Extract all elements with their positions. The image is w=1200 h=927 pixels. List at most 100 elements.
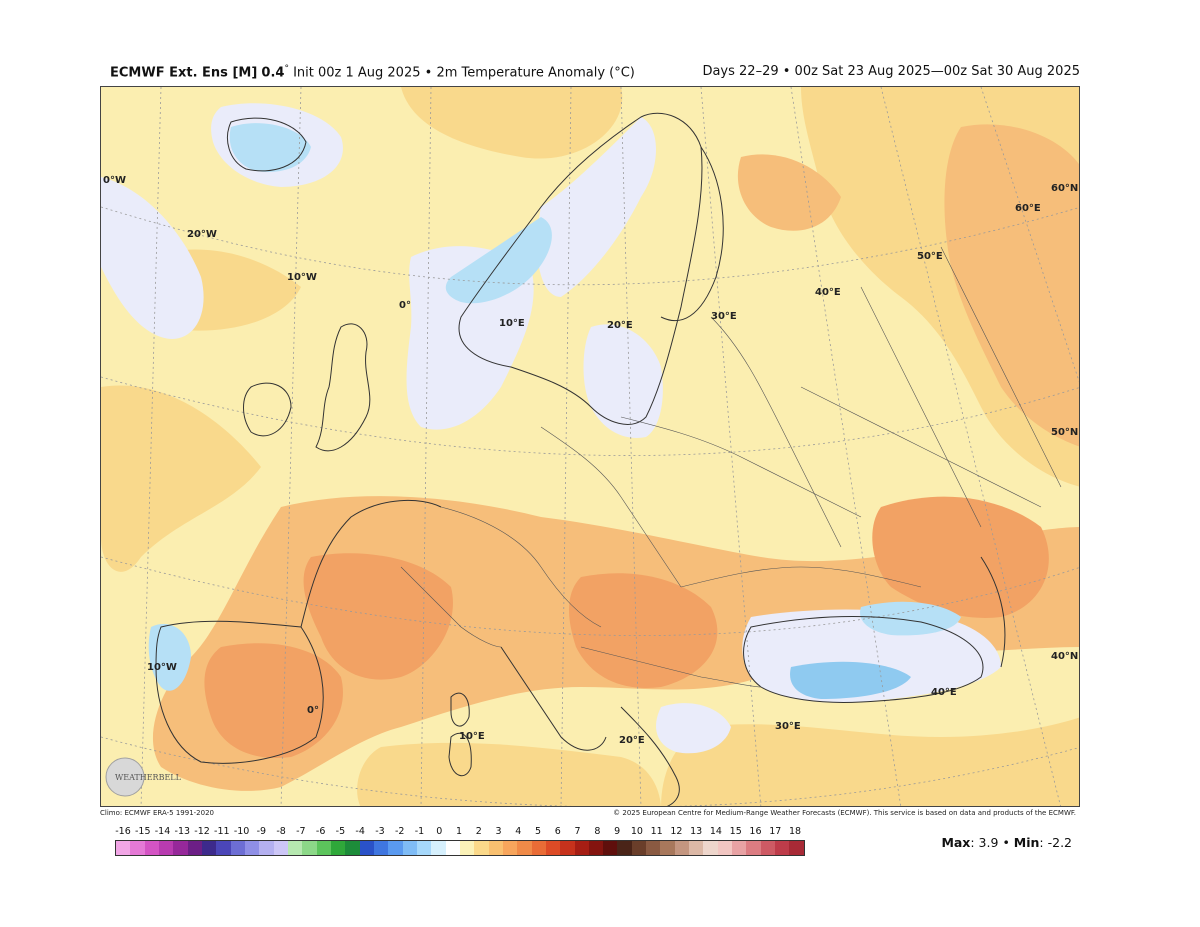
climo-credit: Climo: ECMWF ERA-5 1991-2020 xyxy=(100,809,214,817)
color-tick-label: -3 xyxy=(375,826,385,837)
color-swatch xyxy=(660,841,675,855)
color-swatch xyxy=(703,841,718,855)
greece-outline xyxy=(620,706,680,806)
color-tick-label: 18 xyxy=(788,826,802,837)
color-swatch xyxy=(760,841,776,855)
border-b xyxy=(540,426,682,588)
color-swatch xyxy=(416,841,432,855)
color-swatch xyxy=(588,841,604,855)
label-lon-50e: 50°E xyxy=(917,251,943,262)
header-bullet: • xyxy=(424,65,433,81)
cool-region-norway-coast xyxy=(537,117,656,297)
label-lon-10e-south: 10°E xyxy=(459,731,485,742)
logo-text: WEATHERBELL xyxy=(115,773,182,782)
model-resolution: 0.4 xyxy=(261,65,285,81)
border-f xyxy=(580,646,762,688)
graticule-labels: 0°W 20°W 10°W 0° 10°E 20°E 30°E 40°E 50°… xyxy=(103,175,1078,746)
label-lat-60n: 60°N xyxy=(1051,183,1078,194)
coastlines xyxy=(155,112,1006,806)
cool-anomaly-regions xyxy=(101,103,1001,754)
valid-period: Days 22–29 • 00z Sat 23 Aug 2025—00z Sat… xyxy=(702,64,1080,79)
label-lon-60e: 60°E xyxy=(1015,203,1041,214)
warm-region-mediterranean xyxy=(357,742,661,806)
color-tick-label: 2 xyxy=(475,826,482,837)
iceland-outline xyxy=(227,117,307,172)
map-canvas: 0°W 20°W 10°W 0° 10°E 20°E 30°E 40°E 50°… xyxy=(101,87,1079,806)
color-swatch xyxy=(445,841,460,855)
color-swatch xyxy=(789,841,804,855)
corsica-outline xyxy=(450,692,470,727)
sardinia-outline xyxy=(448,732,472,777)
color-tick-label: -12 xyxy=(194,826,210,837)
italy-outline xyxy=(500,646,607,751)
anomaly-map: 0°W 20°W 10°W 0° 10°E 20°E 30°E 40°E 50°… xyxy=(100,86,1080,807)
color-tick-label: -5 xyxy=(335,826,346,837)
color-tick-label: -8 xyxy=(276,826,286,837)
color-swatch xyxy=(431,841,446,855)
border-d xyxy=(710,316,842,548)
color-tick-label: -14 xyxy=(154,826,171,837)
border-a xyxy=(440,506,602,628)
map-header: ECMWF Ext. Ens [M] 0.4° Init 00z 1 Aug 2… xyxy=(110,64,1080,84)
color-tick-label: 11 xyxy=(650,826,663,837)
finland-coast xyxy=(660,146,724,322)
color-tick-label: 9 xyxy=(614,826,621,837)
meridian-10e xyxy=(560,87,572,806)
color-swatch xyxy=(402,841,417,855)
label-lon-30e-south: 30°E xyxy=(775,721,801,732)
border-i xyxy=(940,246,1062,488)
color-swatch xyxy=(287,841,303,855)
color-swatch xyxy=(230,841,245,855)
color-tick-label: 12 xyxy=(670,826,683,837)
label-lon-40e-south: 40°E xyxy=(931,687,957,698)
parallel-40n xyxy=(101,556,1079,636)
color-tick-label: -1 xyxy=(414,826,425,837)
variable-name: 2m Temperature Anomaly (°C) xyxy=(436,65,635,81)
color-swatch xyxy=(330,841,346,855)
warm-region-urals xyxy=(944,124,1079,447)
color-swatch xyxy=(116,841,131,855)
color-tick-label: -9 xyxy=(256,826,267,837)
cool-region-baltic xyxy=(583,324,663,438)
model-name: ECMWF Ext. Ens [M] xyxy=(110,65,258,81)
graticule xyxy=(101,87,1079,806)
color-swatch xyxy=(717,841,733,855)
color-swatch xyxy=(459,841,475,855)
color-tick-label: 16 xyxy=(749,826,762,837)
color-tick-label: 10 xyxy=(630,826,643,837)
color-tick-label: -13 xyxy=(174,826,191,837)
caspian-west-coast xyxy=(980,556,1006,668)
parallel-50n xyxy=(101,376,1079,456)
color-swatch xyxy=(273,841,288,855)
warm-region-south-russia xyxy=(872,496,1049,618)
label-lon-30e: 30°E xyxy=(711,311,737,322)
great-britain-outline xyxy=(315,323,371,452)
cool-region-far-atlantic xyxy=(101,177,204,339)
color-tick-label: 8 xyxy=(594,826,601,837)
label-lat-50n: 50°N xyxy=(1051,427,1078,438)
color-swatch xyxy=(259,841,274,855)
color-swatch xyxy=(302,841,317,855)
border-e xyxy=(680,566,922,588)
color-tick-label: 0 xyxy=(436,826,443,837)
iberia-outline xyxy=(155,620,324,764)
color-swatch xyxy=(603,841,618,855)
cool-region-aegean xyxy=(656,703,731,754)
color-tick-label: -10 xyxy=(233,826,250,837)
color-swatch xyxy=(531,841,546,855)
color-swatch xyxy=(617,841,632,855)
color-tick-label: -15 xyxy=(134,826,151,837)
color-tick-label: -7 xyxy=(296,826,306,837)
color-swatch xyxy=(674,841,690,855)
meridian-20e xyxy=(620,87,642,806)
weatherbell-logo: WEATHERBELL xyxy=(105,757,182,797)
meridian-30e xyxy=(700,87,762,806)
color-swatch xyxy=(244,841,260,855)
color-tick-label: -11 xyxy=(214,826,230,837)
warm-region-france xyxy=(303,553,453,680)
color-tick-label: 17 xyxy=(769,826,782,837)
max-label: Max xyxy=(941,835,971,850)
header-title: ECMWF Ext. Ens [M] 0.4° Init 00z 1 Aug 2… xyxy=(110,64,635,80)
init-time: Init 00z 1 Aug 2025 xyxy=(293,65,421,81)
france-west-coast xyxy=(300,499,442,628)
